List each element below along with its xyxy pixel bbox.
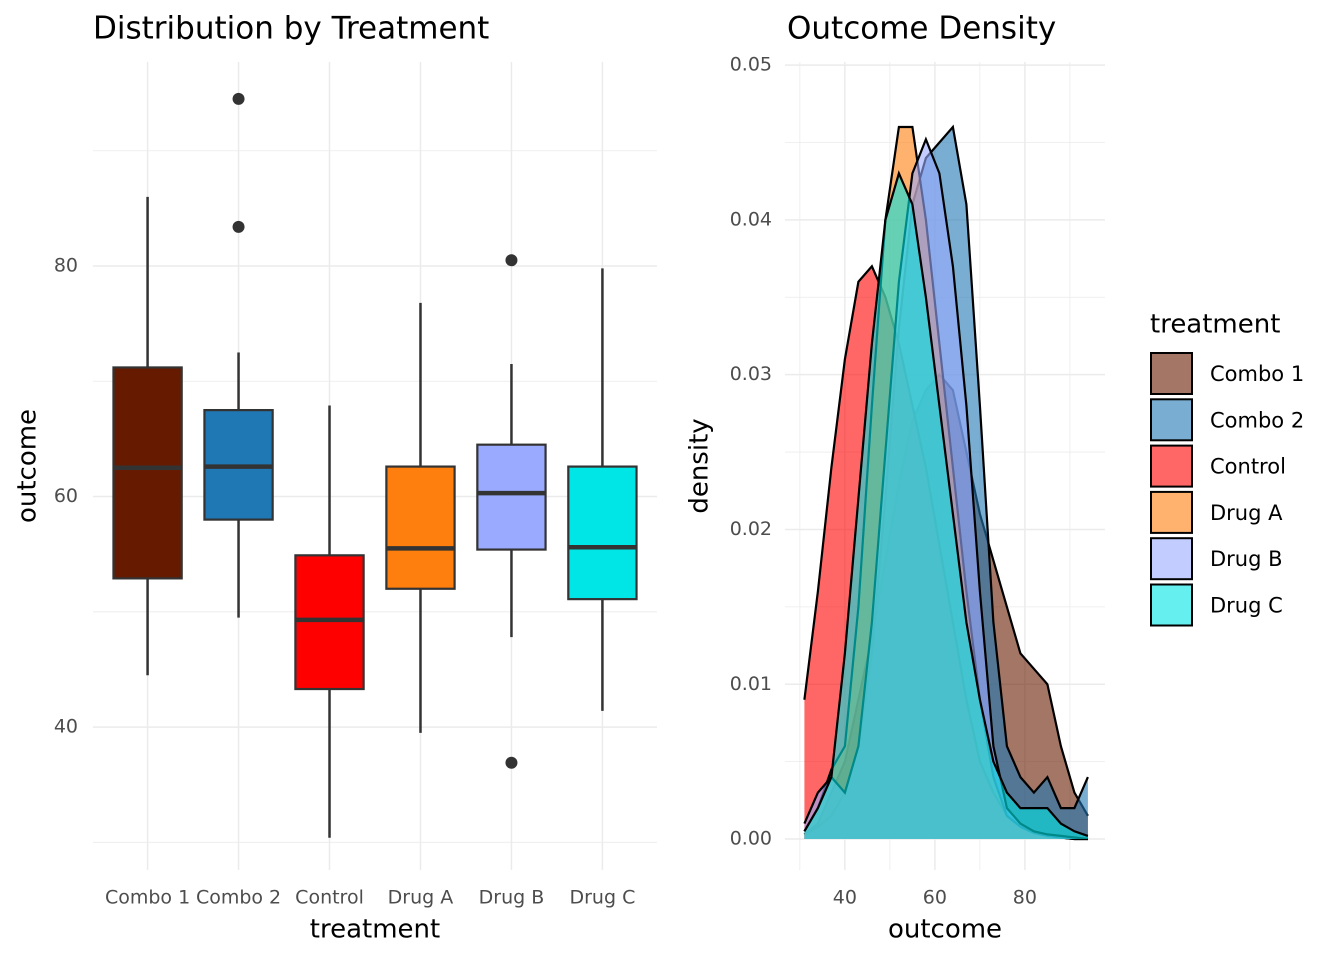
box	[112, 366, 183, 580]
box	[385, 465, 456, 590]
density-fill	[804, 173, 1088, 840]
legend-key	[1150, 537, 1193, 581]
x-tick-label: Drug A	[388, 887, 454, 909]
outlier	[505, 254, 518, 267]
density-line	[803, 170, 1089, 837]
legend-title: treatment	[1150, 310, 1280, 340]
y-tick-label: 0.03	[730, 363, 772, 385]
x-tick-label: 40	[833, 887, 857, 909]
legend-key	[1150, 583, 1193, 627]
x-tick-label: Combo 1	[105, 887, 190, 909]
y-tick-label: 0.00	[730, 828, 772, 850]
y-tick-label: 0.02	[730, 518, 772, 540]
legend-label: Drug B	[1210, 547, 1283, 571]
outlier	[505, 756, 518, 769]
box	[294, 554, 365, 691]
legend-key	[1150, 398, 1193, 442]
legend-key	[1150, 444, 1193, 488]
legend-key	[1150, 352, 1193, 395]
legend-key	[1150, 490, 1193, 534]
y-tick-label: 0.04	[730, 208, 772, 230]
x-tick-label: Drug C	[569, 887, 635, 909]
outlier	[232, 220, 245, 233]
chart-title: Outcome Density	[787, 11, 1056, 47]
x-axis-title: treatment	[310, 915, 440, 945]
legend-label: Drug C	[1210, 594, 1283, 618]
legend-label: Control	[1210, 455, 1286, 479]
y-tick-label: 80	[54, 255, 78, 277]
legend-label: Combo 1	[1210, 362, 1304, 386]
box	[567, 465, 638, 601]
y-tick-label: 0.01	[730, 673, 772, 695]
x-tick-label: Control	[295, 887, 364, 909]
legend-label: Combo 2	[1210, 408, 1304, 432]
x-tick-label: 60	[923, 887, 947, 909]
x-tick-label: 80	[1013, 887, 1037, 909]
y-tick-label: 0.05	[730, 54, 772, 76]
x-axis-title: outcome	[888, 915, 1002, 945]
x-tick-label: Combo 2	[196, 887, 281, 909]
y-tick-label: 40	[54, 716, 78, 738]
y-axis-title: outcome	[13, 409, 43, 523]
box	[476, 443, 547, 551]
x-tick-label: Drug B	[479, 887, 545, 909]
chart-title: Distribution by Treatment	[93, 11, 489, 47]
y-tick-label: 60	[54, 485, 78, 507]
outlier	[232, 92, 245, 105]
y-axis-title: density	[685, 418, 715, 513]
legend-label: Drug A	[1210, 501, 1283, 525]
